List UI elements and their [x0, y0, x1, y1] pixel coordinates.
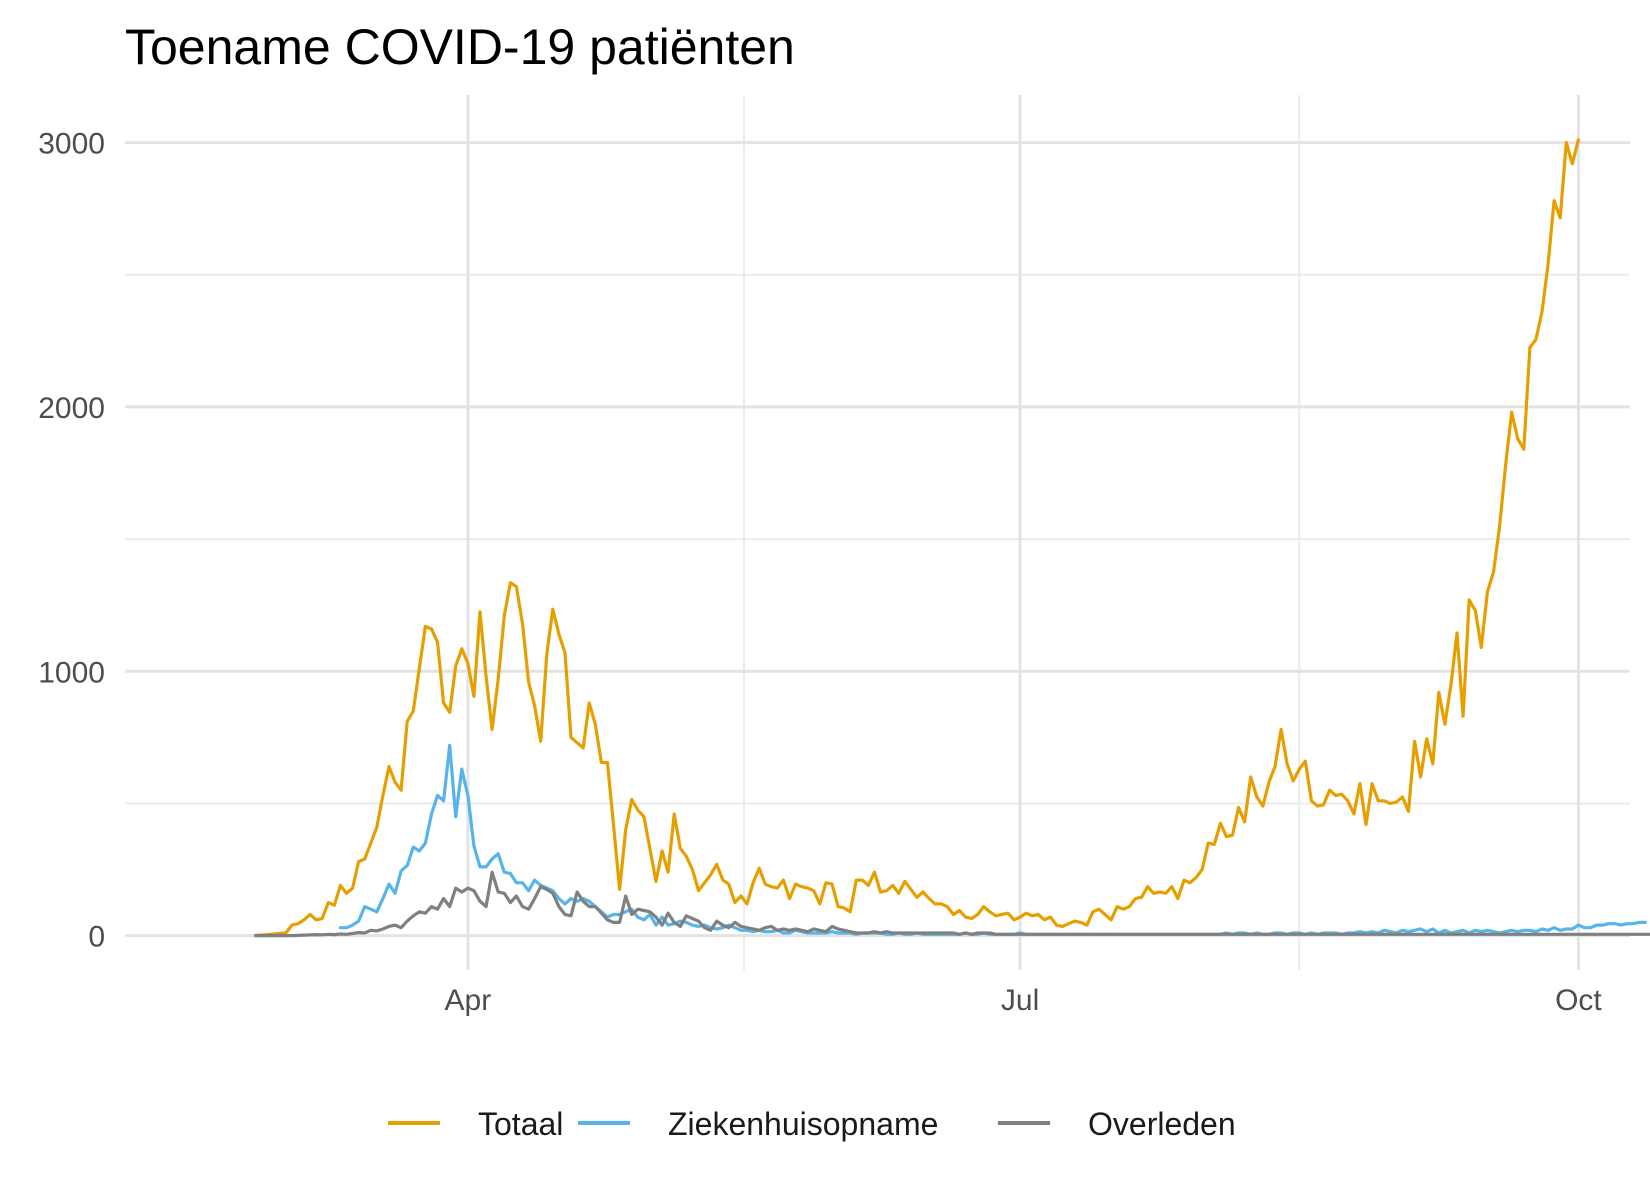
series-line-totaal: [253, 138, 1581, 938]
plot-series: [253, 138, 1650, 938]
legend-item-totaal: Totaal: [388, 1106, 563, 1142]
y-tick-label: 3000: [38, 128, 105, 161]
axis-labels: 0 1000 2000 3000 Apr Jul Oct: [38, 128, 1602, 1017]
legend-item-ziekenhuisopname: Ziekenhuisopname: [578, 1106, 938, 1142]
legend-label: Ziekenhuisopname: [668, 1106, 938, 1142]
legend: Totaal Ziekenhuisopname Overleden: [388, 1106, 1236, 1142]
y-tick-label: 2000: [38, 392, 105, 425]
chart-title: Toename COVID-19 patiënten: [125, 19, 795, 75]
series-line-ziekenhuisopname: [338, 743, 1647, 936]
series-line-overleden: [253, 870, 1650, 938]
x-tick-label: Apr: [445, 984, 492, 1017]
y-tick-label: 0: [88, 921, 105, 954]
grid: [125, 95, 1630, 970]
y-tick-label: 1000: [38, 656, 105, 689]
legend-label: Totaal: [478, 1106, 563, 1142]
x-tick-label: Oct: [1555, 984, 1602, 1017]
x-tick-label: Jul: [1001, 984, 1039, 1017]
legend-item-overleden: Overleden: [998, 1106, 1236, 1142]
legend-label: Overleden: [1088, 1106, 1236, 1142]
